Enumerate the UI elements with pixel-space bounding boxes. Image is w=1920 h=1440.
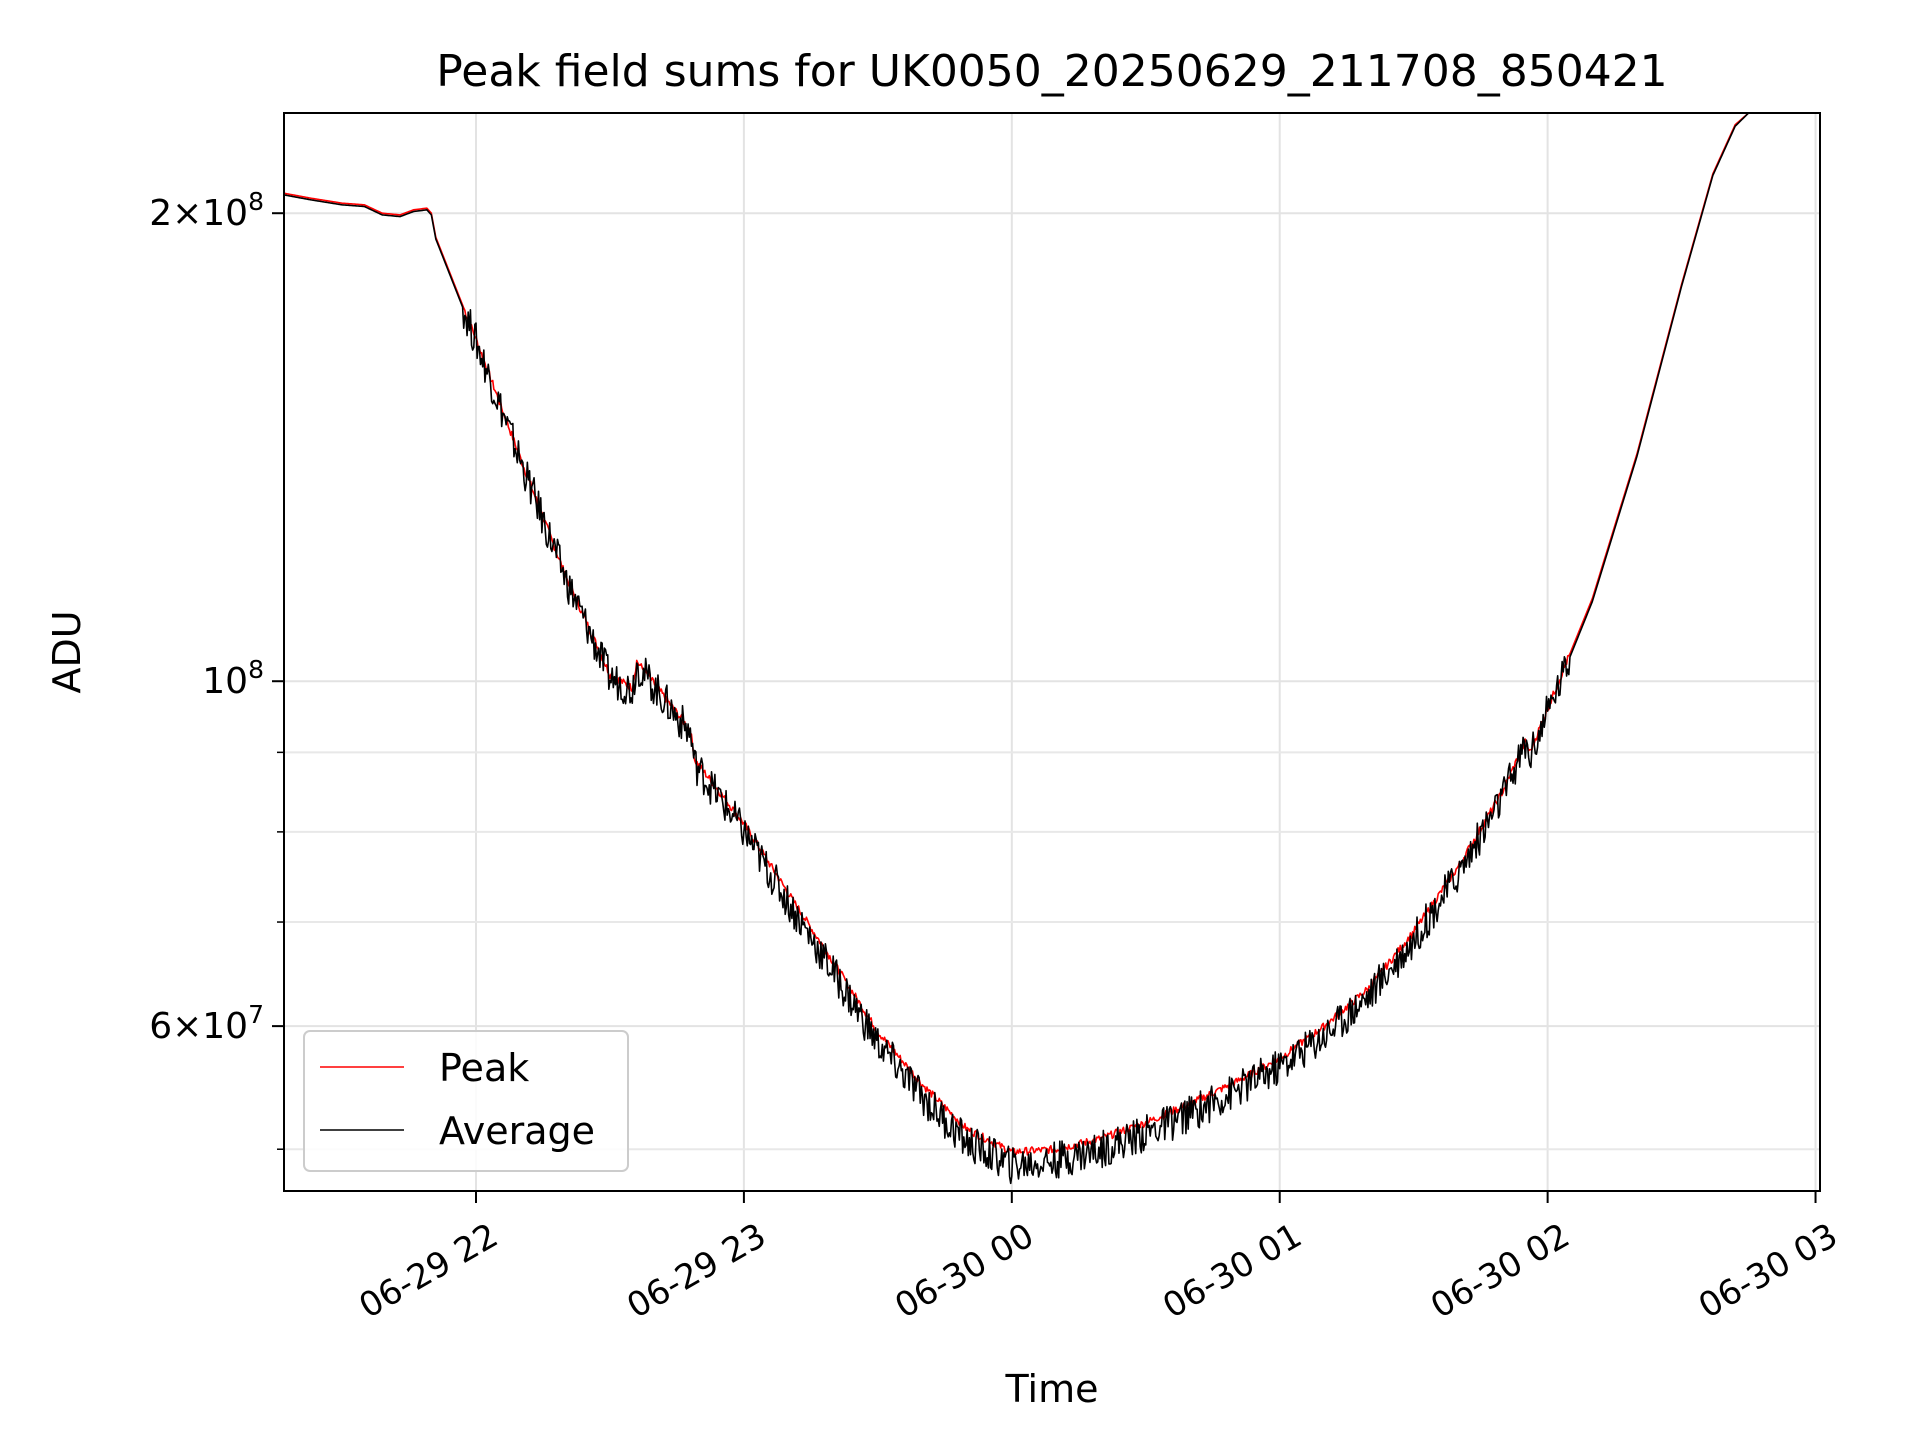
y-tick-label: 2×108 (149, 187, 264, 234)
grid-lines (284, 113, 1820, 1191)
chart-title: Peak field sums for UK0050_20250629_2117… (436, 46, 1667, 97)
y-tick-label: 6×107 (149, 1000, 264, 1047)
y-tick-exponent: 8 (248, 187, 264, 216)
y-tick-exponent: 7 (248, 1000, 264, 1029)
series-lines (284, 113, 1750, 1185)
legend: Peak Average (303, 1030, 629, 1172)
x-axis-label: Time (1005, 1367, 1099, 1411)
plot-frame (283, 112, 1821, 1192)
legend-box (303, 1030, 629, 1172)
series-line-average (284, 113, 1750, 1185)
legend-peak-label: Peak (439, 1046, 529, 1090)
y-tick-exponent: 8 (248, 655, 264, 684)
legend-average-label: Average (439, 1109, 595, 1153)
y-axis-label: ADU (45, 610, 89, 693)
plot-area-background (284, 113, 1820, 1191)
